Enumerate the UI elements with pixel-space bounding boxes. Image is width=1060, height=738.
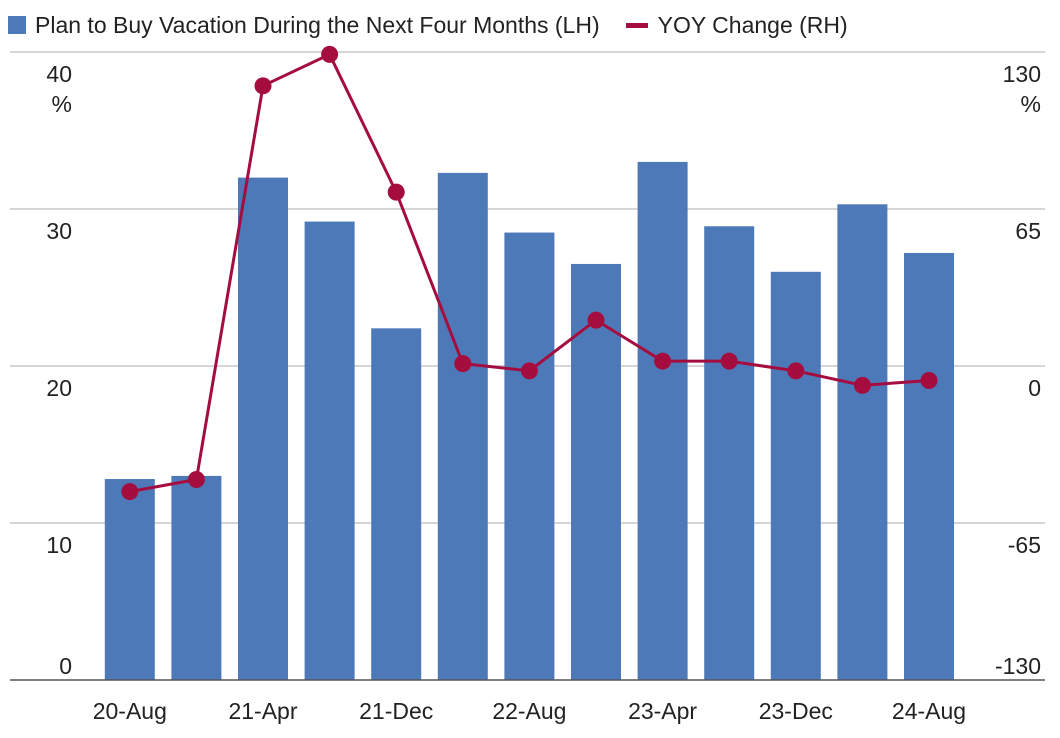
legend-swatch-line (625, 22, 648, 28)
chart-legend: Plan to Buy Vacation During the Next Fou… (8, 10, 874, 40)
x-tick-label: 20-Aug (93, 698, 167, 724)
right-unit-label: % (1021, 91, 1041, 117)
line-point (254, 77, 272, 95)
line-point (187, 471, 205, 489)
x-tick-label: 23-Apr (628, 698, 697, 724)
bar (437, 172, 488, 680)
legend-item-line: YOY Change (RH) (625, 11, 848, 39)
bar (171, 475, 222, 680)
left-tick-label: 30 (46, 218, 72, 244)
right-tick-label: 65 (1015, 218, 1041, 244)
bar (371, 328, 422, 680)
axes: 0 10 20 30 40% -130 -65 0 65 130% 20-Aug 21-Apr 21-D… (10, 61, 1045, 724)
bar (637, 161, 688, 680)
right-tick-label: -65 (1008, 532, 1041, 558)
bar (837, 204, 888, 681)
x-tick-label: 21-Dec (359, 698, 433, 724)
left-tick-label: 10 (46, 532, 72, 558)
line-point (454, 355, 472, 373)
line-point (654, 352, 672, 370)
x-tick-label: 23-Dec (759, 698, 833, 724)
line-point (121, 483, 139, 501)
right-tick-label: 0 (1028, 375, 1041, 401)
bar (504, 232, 555, 681)
line-point (520, 362, 538, 380)
line-point (920, 371, 938, 389)
bar (704, 226, 755, 680)
line-point (853, 376, 871, 394)
right-tick-label: 130 (1003, 61, 1041, 87)
line-point (787, 362, 805, 380)
x-tick-label: 22-Aug (492, 698, 566, 724)
bar (104, 479, 155, 680)
right-tick-label: -130 (995, 653, 1041, 679)
bar-series (104, 161, 954, 681)
legend-label-bars: Plan to Buy Vacation During the Next Fou… (35, 11, 600, 38)
line-point (587, 311, 605, 329)
line-series (121, 45, 938, 501)
line-point (720, 352, 738, 370)
legend-label-line: YOY Change (RH) (657, 11, 848, 38)
legend-item-bars: Plan to Buy Vacation During the Next Fou… (8, 12, 600, 39)
left-tick-label: 40 (46, 61, 72, 87)
left-unit-label: % (52, 91, 72, 117)
left-tick-label: 0 (59, 653, 72, 679)
bar (238, 177, 288, 680)
line-point (321, 45, 339, 63)
bar (904, 252, 954, 680)
legend-swatch-bar (8, 16, 26, 34)
line-point (387, 183, 405, 201)
bar (304, 221, 355, 680)
x-tick-label: 24-Aug (892, 698, 966, 724)
left-tick-label: 20 (46, 375, 72, 401)
x-tick-label: 21-Apr (228, 698, 297, 724)
bar (770, 271, 821, 680)
